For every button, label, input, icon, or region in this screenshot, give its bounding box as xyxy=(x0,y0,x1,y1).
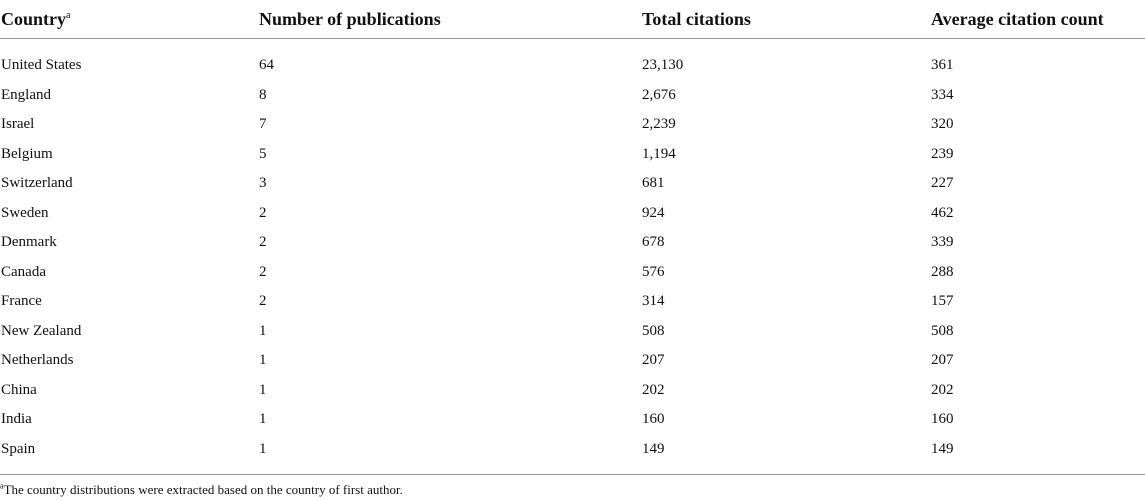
cell-total-citations: 23,130 xyxy=(642,57,684,74)
data-table: Countrya Number of publications Total ci… xyxy=(0,0,1145,473)
table-row: Spain 1 149 149 xyxy=(0,435,1145,473)
cell-publications: 1 xyxy=(259,381,267,398)
cell-country: United States xyxy=(1,57,82,74)
cell-publications: 1 xyxy=(259,322,267,339)
cell-country: India xyxy=(1,411,32,428)
cell-country: France xyxy=(1,293,42,310)
cell-average-citations: 207 xyxy=(931,352,954,369)
cell-total-citations: 207 xyxy=(642,352,665,369)
cell-country: Canada xyxy=(1,263,46,280)
cell-average-citations: 227 xyxy=(931,175,954,192)
cell-country: Switzerland xyxy=(1,175,73,192)
cell-country: New Zealand xyxy=(1,322,82,339)
table-row: Sweden 2 924 462 xyxy=(0,199,1145,229)
cell-total-citations: 1,194 xyxy=(642,145,676,162)
footnote-marker: a xyxy=(0,481,4,491)
cell-total-citations: 678 xyxy=(642,234,665,251)
cell-average-citations: 202 xyxy=(931,381,954,398)
table-bottom-rule xyxy=(0,474,1145,475)
cell-country: England xyxy=(1,86,51,103)
cell-average-citations: 239 xyxy=(931,145,954,162)
cell-country: Belgium xyxy=(1,145,53,162)
cell-publications: 2 xyxy=(259,234,267,251)
table-row: Netherlands 1 207 207 xyxy=(0,346,1145,376)
table-row: Israel 7 2,239 320 xyxy=(0,110,1145,140)
cell-average-citations: 508 xyxy=(931,322,954,339)
cell-publications: 2 xyxy=(259,204,267,221)
table-row: France 2 314 157 xyxy=(0,287,1145,317)
country-citation-table: Countrya Number of publications Total ci… xyxy=(0,0,1145,473)
table-row: Canada 2 576 288 xyxy=(0,258,1145,288)
cell-country: Israel xyxy=(1,116,35,133)
table-row: Switzerland 3 681 227 xyxy=(0,169,1145,199)
cell-average-citations: 288 xyxy=(931,263,954,280)
cell-total-citations: 2,239 xyxy=(642,116,676,133)
cell-average-citations: 149 xyxy=(931,440,954,457)
header-average-citations: Average citation count xyxy=(930,0,1145,39)
table-row: New Zealand 1 508 508 xyxy=(0,317,1145,347)
header-publications: Number of publications xyxy=(258,0,641,39)
cell-total-citations: 576 xyxy=(642,263,665,280)
table-row: Belgium 5 1,194 239 xyxy=(0,140,1145,170)
cell-country: Sweden xyxy=(1,204,49,221)
table-row: England 8 2,676 334 xyxy=(0,81,1145,111)
cell-publications: 64 xyxy=(259,57,274,74)
cell-average-citations: 361 xyxy=(931,57,954,74)
table-row: China 1 202 202 xyxy=(0,376,1145,406)
header-country-footnote-marker: a xyxy=(66,9,71,21)
cell-average-citations: 157 xyxy=(931,293,954,310)
header-country: Countrya xyxy=(0,0,258,39)
table-header: Countrya Number of publications Total ci… xyxy=(0,0,1145,39)
cell-publications: 8 xyxy=(259,86,267,103)
cell-publications: 1 xyxy=(259,411,267,428)
cell-average-citations: 334 xyxy=(931,86,954,103)
table-row: Denmark 2 678 339 xyxy=(0,228,1145,258)
cell-total-citations: 681 xyxy=(642,175,665,192)
cell-average-citations: 339 xyxy=(931,234,954,251)
cell-country: Netherlands xyxy=(1,352,74,369)
header-row: Countrya Number of publications Total ci… xyxy=(0,0,1145,39)
table-footnote: aThe country distributions were extracte… xyxy=(0,482,403,498)
cell-publications: 7 xyxy=(259,116,267,133)
cell-total-citations: 160 xyxy=(642,411,665,428)
cell-publications: 1 xyxy=(259,352,267,369)
header-total-citations: Total citations xyxy=(641,0,930,39)
footnote-text: The country distributions were extracted… xyxy=(3,482,403,497)
table-body: United States 64 23,130 361 England 8 2,676 334… xyxy=(0,39,1145,473)
header-country-label: Country xyxy=(1,8,67,29)
table-row: India 1 160 160 xyxy=(0,405,1145,435)
cell-total-citations: 149 xyxy=(642,440,665,457)
cell-total-citations: 508 xyxy=(642,322,665,339)
cell-publications: 1 xyxy=(259,440,267,457)
cell-total-citations: 202 xyxy=(642,381,665,398)
cell-total-citations: 314 xyxy=(642,293,665,310)
cell-country: China xyxy=(1,381,37,398)
cell-country: Spain xyxy=(1,440,36,457)
cell-publications: 5 xyxy=(259,145,267,162)
cell-total-citations: 2,676 xyxy=(642,86,676,103)
cell-publications: 2 xyxy=(259,293,267,310)
table-row: United States 64 23,130 361 xyxy=(0,39,1145,81)
cell-publications: 2 xyxy=(259,263,267,280)
cell-country: Denmark xyxy=(1,234,57,251)
cell-average-citations: 462 xyxy=(931,204,954,221)
cell-publications: 3 xyxy=(259,175,267,192)
cell-average-citations: 160 xyxy=(931,411,954,428)
cell-total-citations: 924 xyxy=(642,204,665,221)
cell-average-citations: 320 xyxy=(931,116,954,133)
